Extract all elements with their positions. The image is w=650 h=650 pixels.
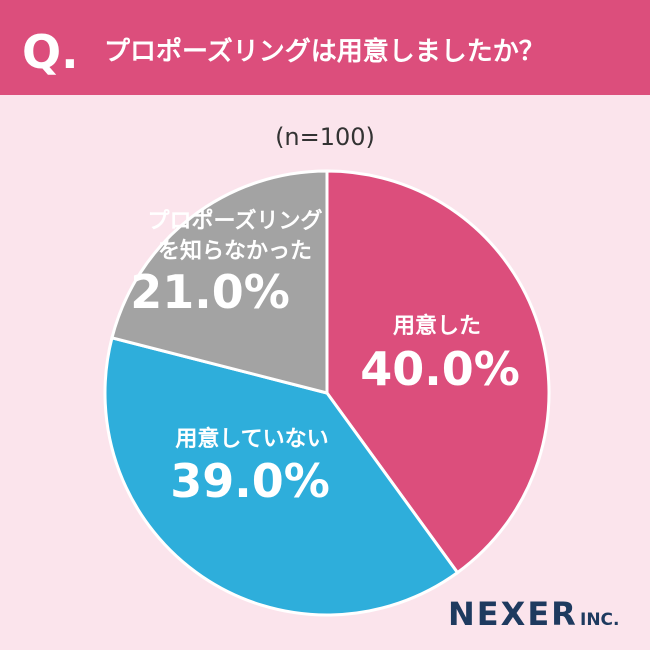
pie-slice <box>325 169 551 575</box>
pie-slice <box>103 335 460 617</box>
brand-name: NEXER <box>448 595 578 633</box>
value-label: 21.0% <box>130 265 290 319</box>
value-label: 39.0% <box>170 454 330 508</box>
slice-label: 用意した <box>393 313 481 339</box>
header-band <box>0 0 650 95</box>
slice-label: 用意していない <box>175 426 328 452</box>
value-label: 40.0% <box>360 342 520 396</box>
slice-label: プロポーズリングを知らなかった <box>148 208 323 264</box>
chart-title: プロポーズリングは用意しましたか？ <box>104 36 545 67</box>
question-label: Q. <box>22 25 79 79</box>
chart-subtitle: (n=100) <box>275 123 375 151</box>
pie <box>103 169 551 617</box>
brand-suffix: INC. <box>580 610 620 630</box>
pie-slice <box>110 169 329 395</box>
